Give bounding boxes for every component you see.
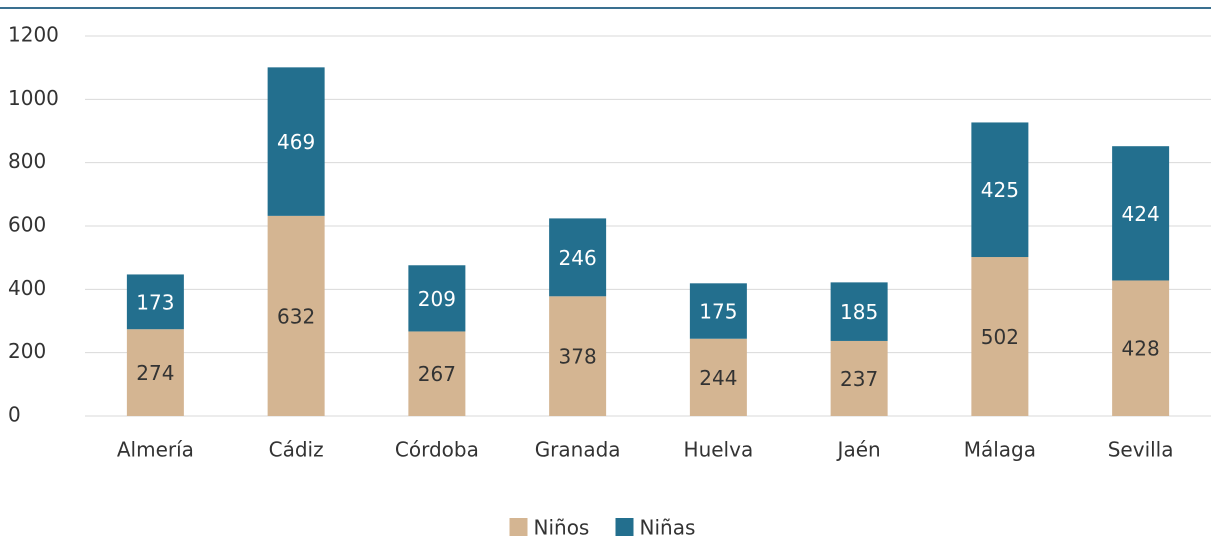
x-tick-label: Córdoba — [395, 438, 479, 462]
data-label: 428 — [1122, 337, 1160, 361]
bar-segment — [267, 67, 325, 216]
legend-swatch — [615, 518, 634, 536]
y-tick-label: 200 — [8, 339, 46, 363]
data-label: 425 — [981, 178, 1019, 202]
data-label: 502 — [981, 325, 1019, 349]
y-tick-label: 400 — [8, 276, 46, 300]
bar-segment — [126, 274, 184, 330]
y-tick-label: 1200 — [8, 23, 59, 47]
x-tick-label: Sevilla — [1108, 438, 1174, 462]
y-tick-label: 0 — [8, 403, 21, 427]
data-label: 244 — [699, 366, 737, 390]
data-label: 274 — [136, 361, 174, 385]
y-tick-label: 1000 — [8, 86, 59, 110]
data-label: 173 — [136, 290, 174, 314]
bar-segment — [830, 282, 888, 341]
data-label: 237 — [840, 367, 878, 391]
data-label: 378 — [559, 345, 597, 369]
data-label: 209 — [418, 287, 456, 311]
bar-segment — [549, 218, 607, 297]
data-label: 424 — [1122, 202, 1160, 226]
data-label: 267 — [418, 362, 456, 386]
data-label: 185 — [840, 300, 878, 324]
bar-segment — [126, 329, 184, 416]
bar-segment — [971, 257, 1029, 416]
x-tick-label: Jaén — [836, 438, 881, 462]
x-tick-label: Granada — [535, 438, 621, 462]
bar-segment — [1112, 146, 1170, 281]
legend-label: Niños — [534, 516, 590, 540]
bar-segment — [971, 122, 1029, 258]
data-label: 632 — [277, 304, 315, 328]
bar-segment — [830, 340, 888, 416]
y-tick-label: 800 — [8, 149, 46, 173]
bar-segment — [408, 265, 466, 332]
legend-swatch — [509, 518, 528, 536]
bar-segment — [1112, 280, 1170, 416]
y-tick-label: 600 — [8, 213, 46, 237]
data-label: 175 — [699, 300, 737, 324]
bar-segment — [549, 296, 607, 416]
data-label: 246 — [559, 246, 597, 270]
bar-segment — [408, 331, 466, 416]
x-tick-label: Cádiz — [269, 438, 324, 462]
bar-segment — [267, 215, 325, 416]
bar-segment — [689, 338, 747, 416]
data-label: 469 — [277, 130, 315, 154]
bar-segment — [689, 283, 747, 339]
x-tick-label: Huelva — [684, 438, 754, 462]
legend-label: Niñas — [640, 516, 696, 540]
x-tick-label: Almería — [117, 438, 194, 462]
x-tick-label: Málaga — [964, 438, 1036, 462]
